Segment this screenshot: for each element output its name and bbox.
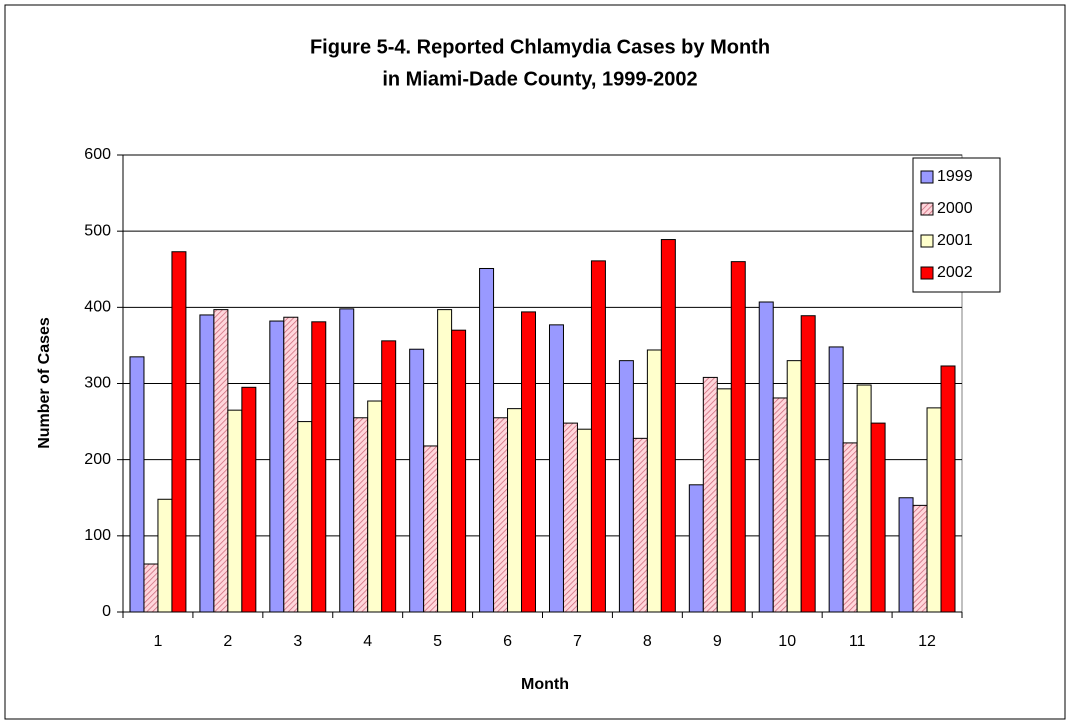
bar [297,421,313,613]
bar [898,497,914,613]
bar [716,388,732,613]
x-tick-label: 5 [433,633,442,650]
bar [129,356,145,613]
legend-swatch [920,266,934,280]
bar [926,407,942,613]
bar [437,309,453,613]
bar [548,324,564,613]
bar [213,309,229,613]
bar [646,349,662,613]
x-tick-label: 1 [154,633,163,650]
bar [786,360,802,613]
bar [353,417,369,613]
x-tick-label: 11 [849,633,866,650]
legend-swatch [920,234,934,248]
x-tick-label: 10 [778,633,796,650]
bar [283,316,299,613]
y-tick-label: 400 [84,299,111,316]
bar [758,301,774,613]
bar [590,260,606,613]
legend-swatch [920,202,934,216]
x-tick-label: 6 [503,633,512,650]
chart-title: in Miami-Dade County, 1999-2002 [382,68,697,90]
bar [576,428,592,613]
chart-title: Figure 5-4. Reported Chlamydia Cases by … [310,36,770,58]
bar [269,320,285,613]
bar [381,340,397,613]
y-tick-label: 100 [84,527,111,544]
y-tick-label: 200 [84,451,111,468]
bar [800,315,816,613]
x-axis-title: Month [521,676,569,693]
bar [730,261,746,613]
x-tick-label: 8 [643,633,652,650]
bar [856,384,872,613]
bar [409,348,425,613]
bar [842,442,858,613]
bar [618,360,634,613]
bar [479,267,495,613]
x-tick-label: 9 [713,633,722,650]
bar [940,365,956,613]
bar [423,445,439,613]
legend-label: 1999 [937,168,973,185]
bar [311,321,327,613]
bar [241,386,257,613]
bar [199,314,215,613]
bar [143,563,159,613]
bar [493,417,509,613]
bar [507,408,523,613]
bar [688,484,704,613]
y-tick-label: 600 [84,146,111,163]
bar [828,346,844,613]
x-tick-label: 2 [223,633,232,650]
legend-swatch [920,170,934,184]
bar [227,409,243,613]
y-axis-title: Number of Cases [36,317,53,449]
x-tick-label: 4 [363,633,372,650]
bar [367,400,383,613]
bar [451,329,467,613]
bar [702,376,718,613]
bar [157,498,173,613]
y-tick-label: 500 [84,222,111,239]
bar [660,239,676,613]
bar [632,437,648,613]
bar [870,422,886,613]
x-tick-label: 3 [293,633,302,650]
y-tick-label: 0 [102,603,111,620]
bar [562,422,578,613]
bar [171,251,187,613]
legend-label: 2001 [937,232,973,249]
bar [772,397,788,613]
bar [339,308,355,613]
bar [912,504,928,613]
legend-label: 2002 [937,264,973,281]
x-tick-label: 7 [573,633,582,650]
bar [521,311,537,613]
x-tick-label: 12 [918,633,936,650]
legend-label: 2000 [937,200,973,217]
y-tick-label: 300 [84,375,111,392]
